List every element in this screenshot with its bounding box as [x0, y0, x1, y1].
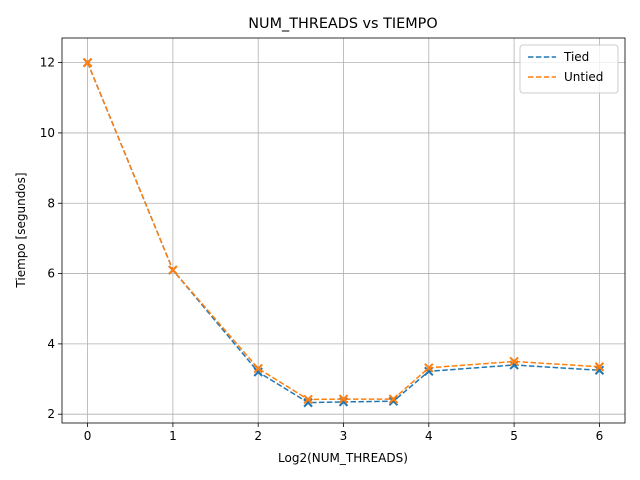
x-tick-label: 2 [254, 429, 262, 443]
x-tick-label: 4 [425, 429, 433, 443]
legend: Tied Untied [519, 44, 619, 94]
x-tick-label: 1 [169, 429, 177, 443]
marker [388, 396, 399, 406]
marker [424, 363, 434, 373]
axes-frame [61, 37, 626, 424]
x-tick-label: 0 [84, 429, 92, 443]
chart-title: NUM_THREADS vs TIEMPO [248, 16, 437, 32]
marker [424, 366, 434, 377]
y-tick-label: 12 [40, 56, 55, 70]
marker [253, 363, 263, 374]
y-tick-label: 6 [47, 267, 55, 281]
legend-label: Tied [563, 50, 589, 64]
line [86, 62, 600, 401]
y-tick-label: 8 [47, 196, 55, 210]
marker [82, 57, 93, 68]
x-axis-label: Log2(NUM_THREADS) [278, 451, 408, 465]
marker [338, 394, 349, 404]
marker [594, 362, 605, 372]
marker [509, 356, 519, 367]
marker [303, 394, 313, 405]
x-tick-label: 5 [510, 429, 518, 443]
marker [388, 394, 399, 404]
marker [594, 365, 605, 375]
legend-label: Untied [564, 70, 603, 84]
marker [168, 265, 178, 275]
x-tick-label: 3 [340, 429, 348, 443]
y-axis-label: Tiempo [segundos] [14, 172, 28, 288]
x-tick-label: 6 [596, 429, 604, 443]
y-tick-label: 2 [47, 407, 55, 421]
y-tick-label: 10 [40, 126, 55, 140]
y-tick-label: 4 [47, 337, 55, 351]
